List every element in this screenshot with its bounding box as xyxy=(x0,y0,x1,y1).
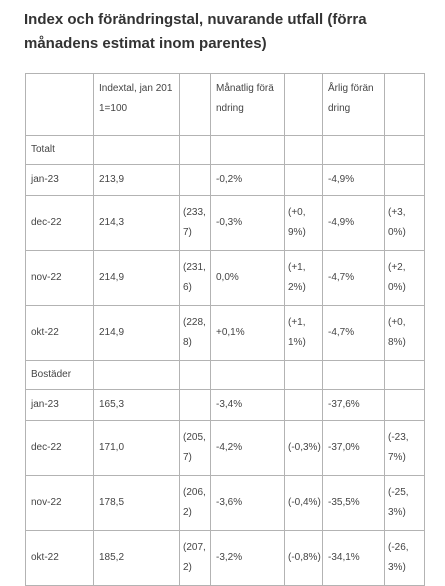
table-row: jan-23 165,3 -3,4% -37,6% xyxy=(25,389,425,421)
index-prev-cell: (207,2) xyxy=(179,530,211,586)
index-cell: 178,5 xyxy=(93,475,180,531)
header-empty-cell xyxy=(384,73,425,136)
annual-cell: -4,9% xyxy=(322,195,385,251)
index-cell: 214,3 xyxy=(93,195,180,251)
table-row: okt-22 185,2 (207,2) -3,2% (-0,8%) -34,1… xyxy=(25,530,425,586)
table-row: nov-22 178,5 (206,2) -3,6% (-0,4%) -35,5… xyxy=(25,475,425,531)
monthly-prev-cell xyxy=(284,164,323,196)
header-index: Indextal, jan 2011=100 xyxy=(93,73,180,136)
index-prev-cell: (233,7) xyxy=(179,195,211,251)
monthly-cell: +0,1% xyxy=(210,305,285,361)
header-monthly: Månatlig förändring xyxy=(210,73,285,136)
monthly-prev-cell: (-0,3%) xyxy=(284,420,323,476)
monthly-cell: -0,2% xyxy=(210,164,285,196)
header-empty-cell xyxy=(25,73,94,136)
monthly-cell: -0,3% xyxy=(210,195,285,251)
table-row: nov-22 214,9 (231,6) 0,0% (+1,2%) -4,7% … xyxy=(25,250,425,306)
index-cell: 171,0 xyxy=(93,420,180,476)
period-cell: nov-22 xyxy=(25,475,94,531)
annual-cell: -4,7% xyxy=(322,250,385,306)
header-empty-cell xyxy=(284,73,323,136)
header-empty-cell xyxy=(179,73,211,136)
index-prev-cell: (206,2) xyxy=(179,475,211,531)
table-row: okt-22 214,9 (228,8) +0,1% (+1,1%) -4,7%… xyxy=(25,305,425,361)
index-prev-cell: (231,6) xyxy=(179,250,211,306)
index-table: Indextal, jan 2011=100 Månatlig förändri… xyxy=(25,73,425,586)
annual-cell: -37,0% xyxy=(322,420,385,476)
table-row: dec-22 214,3 (233,7) -0,3% (+0,9%) -4,9%… xyxy=(25,195,425,251)
period-cell: dec-22 xyxy=(25,195,94,251)
section-row: Totalt xyxy=(25,135,425,165)
index-cell: 214,9 xyxy=(93,305,180,361)
annual-prev-cell: (-26,3%) xyxy=(384,530,425,586)
period-cell: nov-22 xyxy=(25,250,94,306)
period-cell: jan-23 xyxy=(25,389,94,421)
annual-prev-cell: (+0,8%) xyxy=(384,305,425,361)
header-annual: Årlig förändring xyxy=(322,73,385,136)
index-cell: 185,2 xyxy=(93,530,180,586)
period-cell: okt-22 xyxy=(25,530,94,586)
annual-cell: -34,1% xyxy=(322,530,385,586)
annual-prev-cell xyxy=(384,164,425,196)
header-row: Indextal, jan 2011=100 Månatlig förändri… xyxy=(25,73,425,136)
monthly-prev-cell xyxy=(284,389,323,421)
annual-prev-cell: (+3,0%) xyxy=(384,195,425,251)
monthly-cell: -3,4% xyxy=(210,389,285,421)
monthly-prev-cell: (+0,9%) xyxy=(284,195,323,251)
section-name: Totalt xyxy=(25,135,94,165)
period-cell: okt-22 xyxy=(25,305,94,361)
index-cell: 165,3 xyxy=(93,389,180,421)
monthly-cell: -3,6% xyxy=(210,475,285,531)
monthly-prev-cell: (+1,1%) xyxy=(284,305,323,361)
index-cell: 214,9 xyxy=(93,250,180,306)
monthly-cell: 0,0% xyxy=(210,250,285,306)
table-row: dec-22 171,0 (205,7) -4,2% (-0,3%) -37,0… xyxy=(25,420,425,476)
period-cell: jan-23 xyxy=(25,164,94,196)
monthly-cell: -3,2% xyxy=(210,530,285,586)
section-row: Bostäder xyxy=(25,360,425,390)
annual-cell: -35,5% xyxy=(322,475,385,531)
monthly-prev-cell: (+1,2%) xyxy=(284,250,323,306)
section-name: Bostäder xyxy=(25,360,94,390)
index-prev-cell: (228,8) xyxy=(179,305,211,361)
page-title: Index och förändringstal, nuvarande utfa… xyxy=(24,11,367,52)
index-cell: 213,9 xyxy=(93,164,180,196)
period-cell: dec-22 xyxy=(25,420,94,476)
annual-prev-cell: (-25,3%) xyxy=(384,475,425,531)
table-row: jan-23 213,9 -0,2% -4,9% xyxy=(25,164,425,196)
annual-prev-cell: (+2,0%) xyxy=(384,250,425,306)
annual-prev-cell xyxy=(384,389,425,421)
monthly-prev-cell: (-0,4%) xyxy=(284,475,323,531)
monthly-prev-cell: (-0,8%) xyxy=(284,530,323,586)
annual-cell: -37,6% xyxy=(322,389,385,421)
annual-prev-cell: (-23,7%) xyxy=(384,420,425,476)
annual-cell: -4,9% xyxy=(322,164,385,196)
annual-cell: -4,7% xyxy=(322,305,385,361)
index-prev-cell: (205,7) xyxy=(179,420,211,476)
monthly-cell: -4,2% xyxy=(210,420,285,476)
index-prev-cell xyxy=(179,164,211,196)
index-prev-cell xyxy=(179,389,211,421)
